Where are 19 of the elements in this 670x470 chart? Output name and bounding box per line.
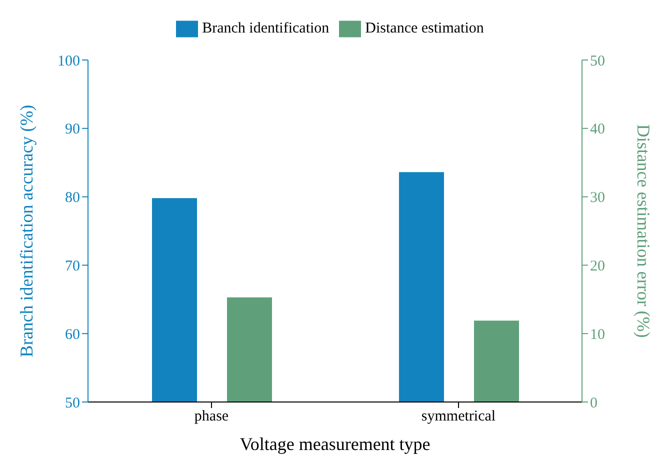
y2-tick-label: 40 <box>590 122 605 138</box>
y2-tick-label: 0 <box>590 395 598 412</box>
y-axis-title: Branch identification accuracy (%) <box>16 104 36 358</box>
x-tick-label: phase <box>194 408 229 425</box>
y-tick-label: 70 <box>65 258 80 275</box>
y2-tick-label: 50 <box>590 53 605 70</box>
y2-tick-label: 30 <box>590 190 605 206</box>
y2-tick-label: 20 <box>590 258 605 275</box>
y-tick-label: 90 <box>65 122 80 138</box>
y2-tick-label: 10 <box>590 326 605 343</box>
y-tick-label: 60 <box>65 326 80 343</box>
y2-axis-title: Distance estimation error (%) <box>634 124 654 338</box>
y-tick-label: 50 <box>65 395 80 412</box>
x-tick-label: symmetrical <box>421 408 496 425</box>
y-tick-label: 100 <box>58 53 80 70</box>
legend-label: Branch identification <box>202 20 330 36</box>
y-tick-label: 80 <box>65 190 80 206</box>
legend-label: Distance estimation <box>365 20 484 36</box>
x-axis-title: Voltage measurement type <box>240 434 430 454</box>
